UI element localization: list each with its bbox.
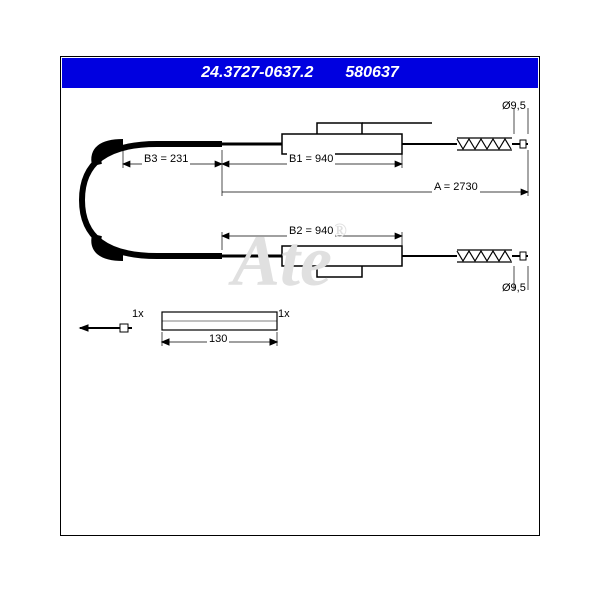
label-qty-pin: 1x	[132, 308, 144, 320]
label-qty-tube: 1x	[278, 308, 290, 320]
part-number-secondary: 580637	[345, 64, 398, 82]
label-diameter-bottom: Ø9,5	[502, 282, 526, 294]
header-bar: 24.3727-0637.2 580637	[62, 58, 538, 88]
label-accessory-length: 130	[207, 333, 229, 345]
label-a: A = 2730	[432, 181, 480, 193]
label-b2: B2 = 940	[287, 225, 335, 237]
diagram-area: Ate®	[62, 90, 538, 532]
label-diameter-top: Ø9,5	[502, 100, 526, 112]
label-b3: B3 = 231	[142, 153, 190, 165]
label-b1: B1 = 940	[287, 153, 335, 165]
part-number-primary: 24.3727-0637.2	[201, 64, 313, 82]
